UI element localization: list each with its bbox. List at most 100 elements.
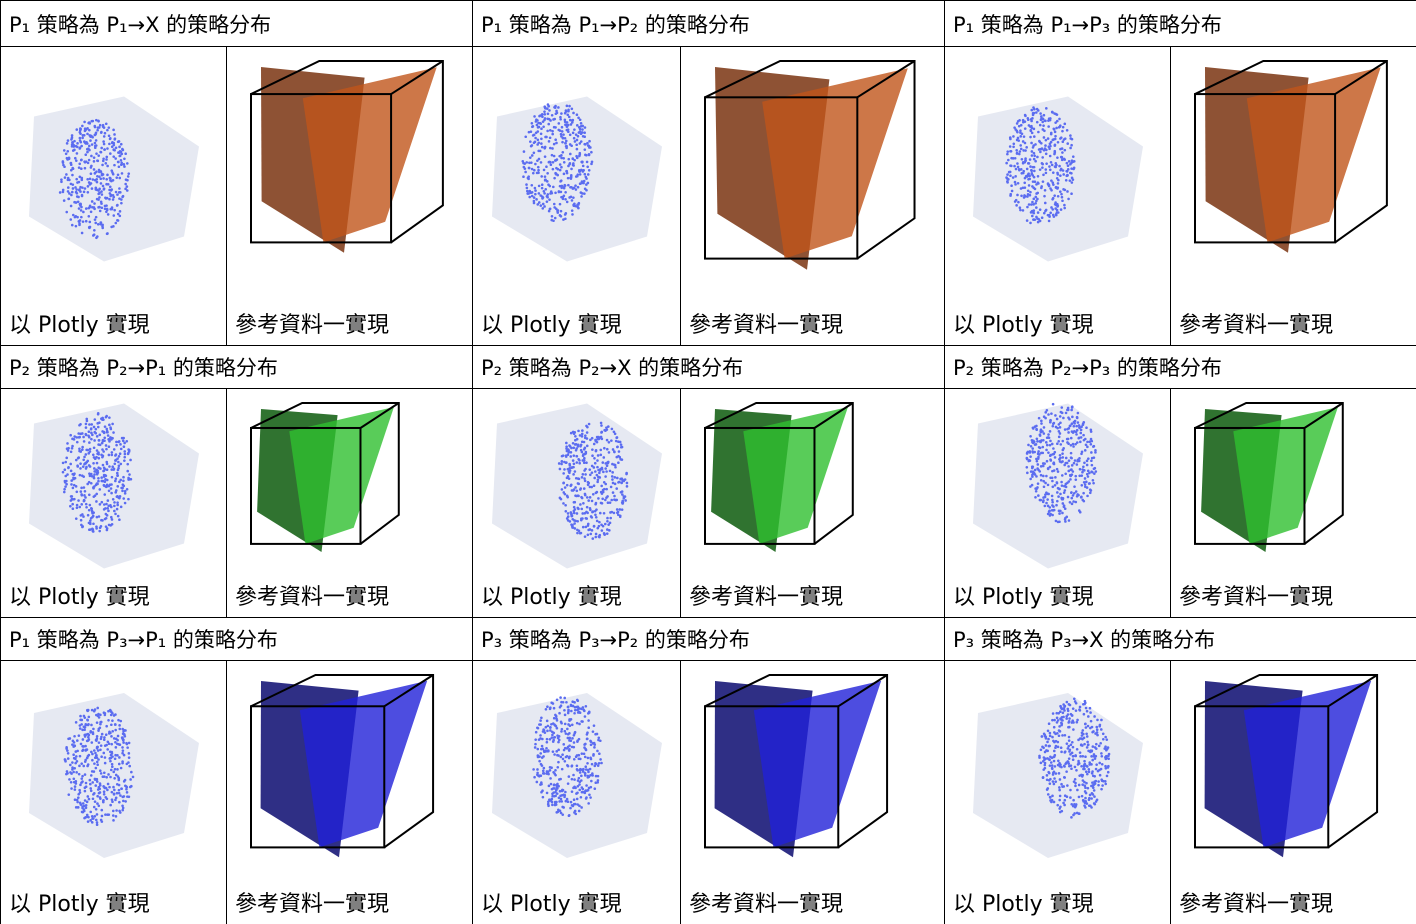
point <box>1048 722 1051 725</box>
point <box>1074 785 1077 788</box>
point <box>105 444 108 447</box>
point <box>552 750 555 753</box>
point <box>1080 429 1083 432</box>
point <box>1059 454 1062 457</box>
point <box>586 431 589 434</box>
point <box>99 714 102 717</box>
point <box>583 469 586 472</box>
point <box>1055 127 1058 130</box>
point <box>535 198 538 201</box>
point <box>548 798 551 801</box>
caption: 以 Plotly 實現 <box>9 579 150 611</box>
point <box>618 450 621 453</box>
point <box>565 701 568 704</box>
point <box>1065 715 1068 718</box>
point <box>75 191 78 194</box>
point <box>557 811 560 814</box>
point <box>586 165 589 168</box>
point <box>1070 764 1073 767</box>
point <box>1032 451 1035 454</box>
point <box>110 710 113 713</box>
point <box>93 202 96 205</box>
point <box>546 738 549 741</box>
point <box>584 765 587 768</box>
point <box>80 723 83 726</box>
point <box>1061 484 1064 487</box>
point <box>580 806 583 809</box>
point <box>1070 409 1073 412</box>
point <box>566 129 569 132</box>
point <box>96 802 99 805</box>
point <box>76 464 79 467</box>
point <box>117 779 120 782</box>
point <box>112 179 115 182</box>
point <box>1048 117 1051 120</box>
point <box>596 520 599 523</box>
point <box>574 810 577 813</box>
point <box>1035 490 1038 493</box>
point <box>79 715 82 718</box>
point <box>620 443 623 446</box>
point <box>93 749 96 752</box>
point <box>112 498 115 501</box>
point <box>1083 500 1086 503</box>
point <box>568 444 571 447</box>
point <box>84 745 87 748</box>
point <box>1040 748 1043 751</box>
point <box>92 515 95 518</box>
point <box>114 723 117 726</box>
point <box>83 456 86 459</box>
point <box>1057 195 1060 198</box>
point <box>1030 142 1033 145</box>
point <box>97 223 100 226</box>
point <box>1089 727 1092 730</box>
point <box>116 204 119 207</box>
point <box>1058 488 1061 491</box>
point <box>617 461 620 464</box>
point <box>122 476 125 479</box>
point <box>1014 175 1017 178</box>
point <box>606 448 609 451</box>
point <box>586 496 589 499</box>
point <box>578 723 581 726</box>
point <box>1092 730 1095 733</box>
point <box>1105 749 1108 752</box>
point <box>1057 759 1060 762</box>
point <box>1064 751 1067 754</box>
point <box>541 183 544 186</box>
point <box>80 490 83 493</box>
point <box>95 428 98 431</box>
point <box>1056 177 1059 180</box>
point <box>70 470 73 473</box>
point <box>1048 220 1051 223</box>
point <box>1051 736 1054 739</box>
point <box>1069 478 1072 481</box>
point <box>1085 707 1088 710</box>
point <box>543 729 546 732</box>
point <box>571 778 574 781</box>
point <box>95 808 98 811</box>
caption: 參考資料一實現 <box>689 579 843 611</box>
point <box>1071 422 1074 425</box>
point <box>615 436 618 439</box>
point <box>108 198 111 201</box>
point <box>65 153 68 156</box>
point <box>102 464 105 467</box>
point <box>554 774 557 777</box>
point <box>556 210 559 213</box>
point <box>543 767 546 770</box>
point <box>1083 713 1086 716</box>
point <box>569 153 572 156</box>
point <box>540 763 543 766</box>
point <box>1058 799 1061 802</box>
point <box>560 701 563 704</box>
point <box>560 704 563 707</box>
point <box>1040 118 1043 121</box>
point <box>561 460 564 463</box>
plotly-figure <box>473 665 681 881</box>
reference-cell: 參考資料一實現 <box>1171 47 1416 346</box>
point <box>1040 762 1043 765</box>
point <box>1076 721 1079 724</box>
point <box>1058 762 1061 765</box>
point <box>578 754 581 757</box>
